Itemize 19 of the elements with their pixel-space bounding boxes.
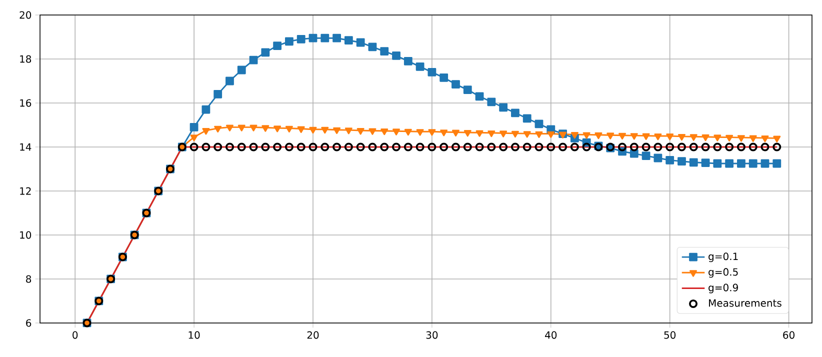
legend-label: Measurements	[709, 299, 782, 307]
x-tick-label: 60	[783, 331, 794, 339]
y-tick-label: 16	[20, 99, 32, 107]
y-tick-label: 20	[20, 11, 32, 19]
legend-label: g=0.5	[708, 268, 738, 278]
x-tick-label: 10	[188, 331, 200, 339]
y-tick-label: 10	[20, 231, 32, 239]
x-tick-label: 30	[426, 331, 438, 339]
y-tick-label: 6	[26, 319, 32, 327]
y-tick-label: 8	[26, 275, 32, 283]
x-tick-label: 20	[307, 331, 319, 339]
y-tick-label: 18	[20, 55, 32, 63]
legend-label: g=0.1	[708, 252, 738, 262]
x-tick-label: 40	[545, 331, 557, 339]
x-tick-label: 0	[72, 331, 78, 339]
y-tick-label: 12	[20, 187, 31, 195]
y-tick-label: 14	[20, 143, 32, 151]
legend-label: g=0.9	[708, 284, 738, 294]
x-tick-label: 50	[664, 331, 676, 339]
